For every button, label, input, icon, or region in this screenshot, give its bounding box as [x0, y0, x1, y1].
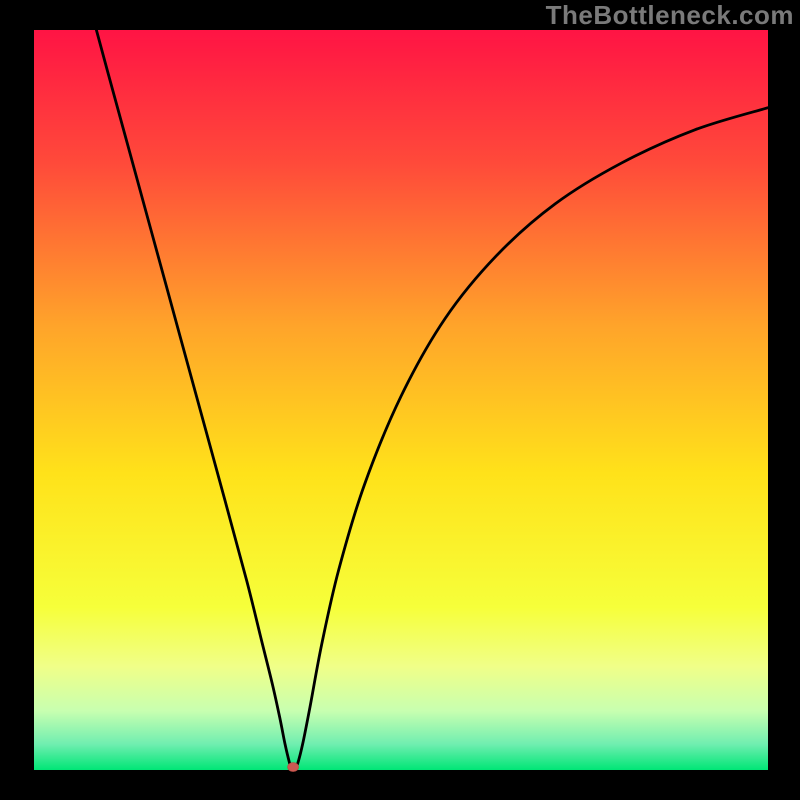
- watermark-text: TheBottleneck.com: [546, 0, 794, 31]
- chart-svg: [0, 0, 800, 800]
- optimum-marker: [288, 763, 299, 772]
- chart-container: { "watermark": { "text": "TheBottleneck.…: [0, 0, 800, 800]
- plot-background: [34, 30, 768, 770]
